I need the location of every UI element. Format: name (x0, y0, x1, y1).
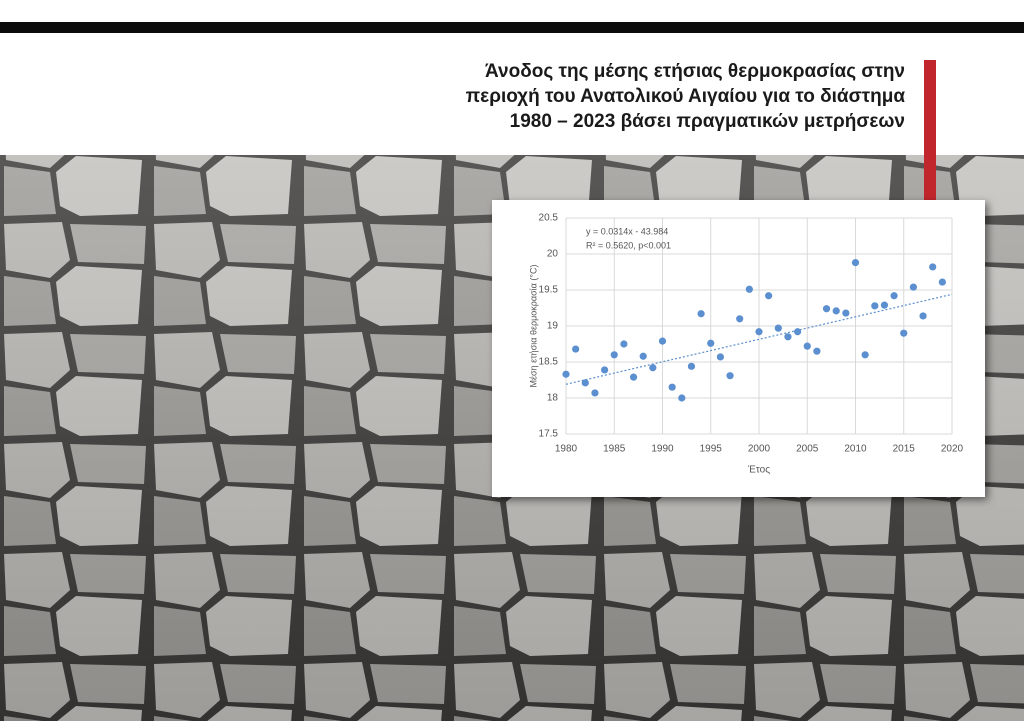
x-tick-label: 1985 (603, 444, 626, 455)
y-axis-label: Μέση ετήσια θερμοκρασία (°C) (528, 265, 538, 388)
y-tick-label: 20 (547, 249, 559, 260)
data-point (784, 333, 792, 341)
x-tick-label: 1980 (555, 444, 578, 455)
heading-line: 1980 – 2023 βάσει πραγματικών μετρήσεων (510, 111, 905, 132)
data-point (736, 315, 744, 323)
data-point (687, 362, 696, 370)
data-point (658, 337, 667, 345)
data-point (822, 305, 831, 313)
data-point (774, 324, 782, 332)
data-point (601, 366, 609, 374)
y-tick-label: 19 (547, 321, 559, 332)
data-point (620, 340, 628, 348)
data-point (745, 285, 753, 293)
data-point (871, 302, 879, 310)
data-point (929, 263, 937, 271)
red-accent-bar (924, 60, 936, 228)
x-tick-label: 2005 (796, 444, 819, 455)
x-tick-label: 2000 (748, 444, 771, 455)
data-point (832, 307, 840, 315)
top-bar (0, 22, 1024, 33)
y-tick-label: 17.5 (539, 429, 559, 440)
data-point (890, 292, 898, 300)
data-point (765, 292, 773, 300)
x-tick-label: 1995 (700, 444, 723, 455)
equation-annotation: y = 0.0314x - 43.984 (586, 226, 668, 236)
data-point (938, 278, 946, 286)
data-point (851, 259, 860, 267)
data-point (813, 347, 821, 355)
y-tick-label: 19.5 (539, 285, 559, 296)
x-axis-label: Έτος (747, 465, 770, 476)
y-tick-label: 20.5 (539, 213, 559, 224)
data-point (668, 383, 676, 391)
x-tick-label: 2020 (941, 444, 964, 455)
data-point (919, 312, 927, 320)
data-point (755, 328, 763, 336)
data-point (562, 370, 570, 378)
data-point (716, 353, 725, 361)
data-point (610, 351, 618, 359)
data-point (909, 283, 918, 291)
data-point (639, 352, 647, 360)
data-point (697, 310, 705, 318)
heading-line: περιοχή του Ανατολικού Αιγαίου για το δι… (466, 86, 906, 107)
data-point (794, 328, 802, 336)
data-point (572, 345, 580, 353)
data-point (649, 364, 657, 372)
heading: Άνοδος της μέσης ετήσιας θερμοκρασίας στ… (466, 61, 906, 132)
data-point (900, 329, 908, 337)
x-tick-label: 1990 (651, 444, 674, 455)
data-point (591, 389, 599, 397)
data-point (678, 394, 686, 402)
data-point (707, 339, 715, 347)
data-point (581, 379, 589, 387)
heading-line: Άνοδος της μέσης ετήσιας θερμοκρασίας στ… (485, 61, 905, 82)
plot: 17.5 18 18.5 19 19.5 20 20.5 1980 1985 1990 1995 20… (528, 213, 963, 476)
equation-annotation: R² = 0.5620, p<0.001 (586, 240, 671, 250)
data-point (726, 372, 734, 380)
data-point (842, 309, 850, 317)
y-tick-label: 18 (547, 393, 559, 404)
data-point (803, 342, 811, 350)
x-tick-label: 2015 (893, 444, 916, 455)
y-tick-label: 18.5 (539, 357, 559, 368)
data-point (629, 373, 638, 381)
x-tick-label: 2010 (844, 444, 867, 455)
data-point (880, 301, 889, 309)
data-point (861, 351, 869, 359)
